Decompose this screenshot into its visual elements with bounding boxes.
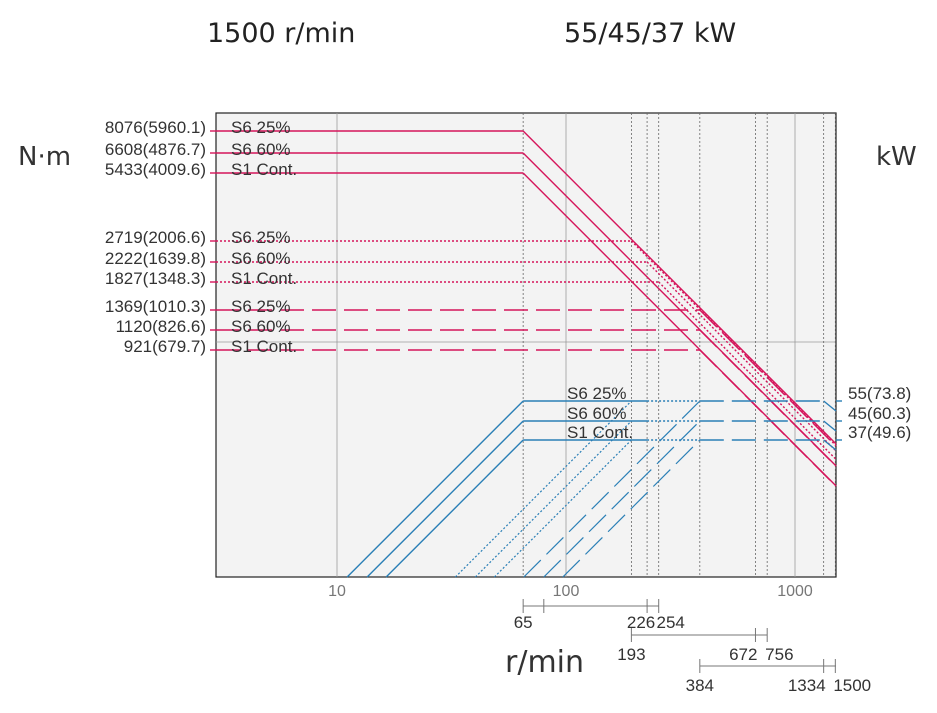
speed-marker-label: 672 <box>729 645 757 664</box>
right-axis-unit: kW <box>876 142 917 172</box>
torque-label: 8076(5960.1) <box>105 118 206 137</box>
power-title: 55/45/37 kW <box>564 18 737 49</box>
speed-marker-label: 65 <box>514 613 533 632</box>
torque-series-name: S6 60% <box>231 249 291 268</box>
power-series-name: S6 25% <box>567 384 627 403</box>
torque-series-name: S6 60% <box>231 140 291 159</box>
torque-series-name: S1 Cont. <box>231 337 297 356</box>
speed-title: 1500 r/min <box>207 18 356 49</box>
torque-fall-B-5 <box>658 281 837 460</box>
torque-fall-C-7 <box>699 329 837 467</box>
speed-marker-label: 254 <box>657 613 685 632</box>
power-series-name: S1 Cont. <box>567 423 633 442</box>
torque-label: 6608(4876.7) <box>105 140 206 159</box>
power-rise-dotted-1 <box>474 420 632 578</box>
speed-marker-label: 1500 <box>833 676 871 695</box>
x-axis-label: r/min <box>505 645 585 680</box>
torque-label: 1369(1010.3) <box>105 297 206 316</box>
torque-fall-A-0 <box>522 130 837 445</box>
power-rise-1 <box>366 420 524 578</box>
torque-label: 921(679.7) <box>124 337 206 356</box>
power-rise-0 <box>346 400 524 578</box>
power-end-0 <box>823 400 837 412</box>
speed-marker-label: 756 <box>765 645 793 664</box>
torque-label: 2222(1639.8) <box>105 249 206 268</box>
power-end-2 <box>823 439 837 451</box>
torque-series-name: S6 25% <box>231 297 291 316</box>
power-rise-dashed-0 <box>523 400 701 578</box>
torque-series-name: S1 Cont. <box>231 269 297 288</box>
torque-label: 5433(4009.6) <box>105 160 206 179</box>
torque-series-name: S6 25% <box>231 118 291 137</box>
x-tick-label: 100 <box>553 583 580 600</box>
torque-series-name: S6 60% <box>231 317 291 336</box>
power-end-1 <box>823 420 837 432</box>
power-rise-dashed-1 <box>543 420 701 578</box>
power-label: 45(60.3) <box>848 404 911 423</box>
plot-area <box>215 112 837 578</box>
torque-label: 1827(1348.3) <box>105 269 206 288</box>
speed-marker-label: 193 <box>617 645 645 664</box>
left-axis-unit: N·m <box>18 142 72 172</box>
speed-marker-label: 1334 <box>788 676 826 695</box>
torque-series-name: S6 25% <box>231 228 291 247</box>
power-rise-dotted-2 <box>493 439 632 578</box>
torque-label: 1120(826.6) <box>116 317 206 336</box>
torque-series-name: S1 Cont. <box>231 160 297 179</box>
power-label: 37(49.6) <box>848 423 911 442</box>
torque-label: 2719(2006.6) <box>105 228 206 247</box>
power-rise-dotted-0 <box>454 400 632 578</box>
power-rise-dashed-2 <box>562 439 701 578</box>
torque-fall-C-6 <box>699 309 837 447</box>
speed-marker-label: 384 <box>686 676 714 695</box>
x-tick-label: 1000 <box>777 583 813 600</box>
power-label: 55(73.8) <box>848 384 911 403</box>
power-series-name: S6 60% <box>567 404 627 423</box>
power-rise-2 <box>385 439 524 578</box>
torque-fall-B-4 <box>646 261 837 452</box>
speed-marker-label: 226 <box>627 613 655 632</box>
torque-fall-C-8 <box>699 349 837 487</box>
x-tick-label: 10 <box>328 583 346 600</box>
